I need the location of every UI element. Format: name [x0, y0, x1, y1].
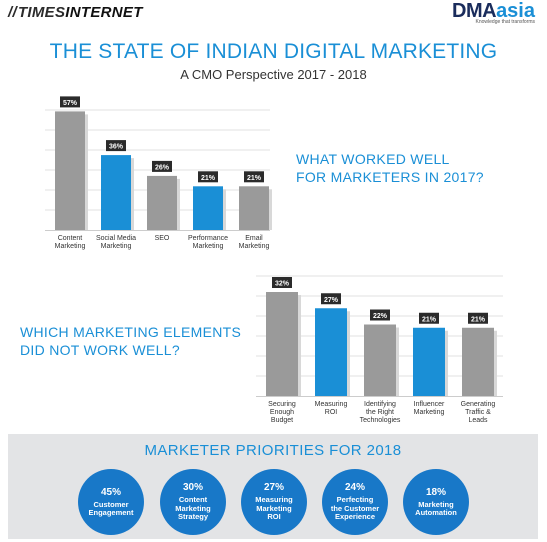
priorities-panel: MARKETER PRIORITIES FOR 2018 45% Customer… — [8, 434, 538, 539]
question-worked-well: WHAT WORKED WELL FOR MARKETERS IN 2017? — [296, 150, 484, 186]
chart1-category-label: Performance — [188, 235, 228, 242]
chart1-value-label: 21% — [201, 175, 216, 182]
chart2-bar — [266, 292, 298, 396]
chart2-value-label: 32% — [275, 281, 290, 288]
chart2-category-label: Securing — [268, 401, 296, 408]
chart1-value-tag — [152, 160, 172, 172]
chart1-value-label: 36% — [109, 144, 124, 151]
question-worked-well-line2: FOR MARKETERS IN 2017? — [296, 169, 484, 185]
dmaasia-logo: DMAasia Knowledge that transforms — [452, 0, 535, 25]
priority-label-line: the Customer — [330, 503, 380, 513]
chart1-category-label: SEO — [155, 235, 170, 242]
chart2-value-tag — [468, 312, 488, 324]
priority-percent: 27% — [263, 482, 284, 494]
question-did-not-work: WHICH MARKETING ELEMENTS DID NOT WORK WE… — [20, 323, 241, 359]
priority-label-line: Marketing — [418, 499, 454, 509]
priority-label-line: Experience — [334, 512, 376, 522]
priority-percent: 18% — [425, 486, 446, 498]
chart1-value-label: 21% — [247, 175, 262, 182]
chart1-category-label: Marketing — [55, 243, 86, 250]
priority-label-line: Marketing — [256, 503, 292, 513]
chart2-category-label: the Right — [366, 409, 394, 416]
chart2-bar — [364, 324, 396, 396]
chart1-value-tag — [198, 171, 218, 183]
chart2-category-label: Traffic & — [465, 409, 491, 416]
chart2-bar — [462, 327, 494, 396]
chart1-category-label: Marketing — [101, 243, 132, 250]
chart1-value-label: 57% — [63, 100, 78, 107]
chart2-value-tag — [419, 312, 439, 324]
chart1-bar — [193, 186, 223, 230]
chart2-category-label: Enough — [270, 409, 294, 416]
chart2-category-label: Identifying — [364, 401, 396, 408]
chart1-category-label: Email — [245, 235, 263, 242]
chart2-value-tag — [370, 309, 390, 321]
priority-label-line: Automation — [415, 508, 457, 517]
page-title: THE STATE OF INDIAN DIGITAL MARKETING — [49, 40, 498, 63]
priority-label-line: Content — [178, 495, 208, 505]
priority-label-line: Strategy — [177, 512, 208, 522]
chart1-bar — [101, 155, 131, 230]
chart2-value-label: 21% — [471, 316, 486, 323]
priority-label: Perfecting the Customer Experience — [331, 496, 379, 522]
priority-label-line: Engagement — [88, 508, 134, 517]
page-subtitle: A CMO Perspective 2017 - 2018 — [180, 67, 367, 82]
priority-label-line: Marketing — [175, 503, 211, 513]
chart1-bar — [147, 175, 177, 230]
chart2-value-label: 27% — [324, 297, 339, 304]
question-did-not-work-line2: DID NOT WORK WELL? — [20, 342, 180, 358]
priorities-title: MARKETER PRIORITIES FOR 2018 — [144, 442, 402, 459]
chart1-value-label: 26% — [155, 164, 170, 171]
chart2-category-label: ROI — [325, 409, 338, 416]
priority-label: Marketing Automation — [415, 499, 457, 518]
priority-label-line: Perfecting — [336, 495, 374, 505]
chart1-value-tag — [106, 140, 126, 152]
priority-label: Measuring Marketing ROI — [255, 496, 293, 522]
priority-circle: 18% Marketing Automation — [403, 469, 469, 535]
priority-label-line: Customer — [93, 499, 129, 509]
chart2-value-tag — [272, 277, 292, 288]
times-internet-logo: //TIMESINTERNET — [8, 4, 143, 21]
priority-percent: 24% — [344, 482, 365, 494]
chart1-category-label: Social Media — [96, 235, 136, 242]
priority-circle: 27% Measuring Marketing ROI — [241, 469, 307, 535]
priority-circle: 45% Customer Engagement — [78, 469, 144, 535]
chart2-bar — [315, 308, 347, 396]
priority-circle: 30% Content Marketing Strategy — [160, 469, 226, 535]
chart1-category-label: Marketing — [193, 243, 224, 250]
priority-percent: 30% — [182, 482, 203, 494]
chart2-bar — [413, 327, 445, 396]
chart2-category-label: Marketing — [414, 409, 445, 416]
priority-label: Content Marketing Strategy — [175, 496, 210, 522]
chart2-category-label: Influencer — [414, 401, 445, 408]
chart2-category-label: Leads — [468, 417, 488, 424]
chart2-value-tag — [321, 293, 341, 305]
priority-circle: 24% Perfecting the Customer Experience — [322, 469, 388, 535]
chart2-category-label: Generating — [461, 401, 496, 408]
chart1-category-label: Marketing — [239, 243, 270, 250]
priority-label: Customer Engagement — [88, 499, 134, 518]
chart2-value-label: 21% — [422, 316, 437, 323]
chart2-value-label: 22% — [373, 313, 388, 320]
chart2-category-label: Technologies — [360, 417, 401, 424]
priority-label-line: Measuring — [255, 495, 293, 505]
question-did-not-work-line1: WHICH MARKETING ELEMENTS — [20, 324, 242, 340]
priority-percent: 45% — [100, 486, 121, 498]
chart1-category-label: Content — [58, 235, 83, 242]
chart1-bar — [239, 186, 269, 230]
chart1-value-tag — [244, 171, 264, 183]
chart2-category-label: Budget — [271, 417, 293, 424]
chart1-value-tag — [60, 96, 80, 108]
priority-label-line: ROI — [267, 512, 281, 522]
question-worked-well-line1: WHAT WORKED WELL — [296, 151, 450, 167]
chart1-bar — [55, 111, 85, 230]
chart2-category-label: Measuring — [315, 401, 348, 408]
